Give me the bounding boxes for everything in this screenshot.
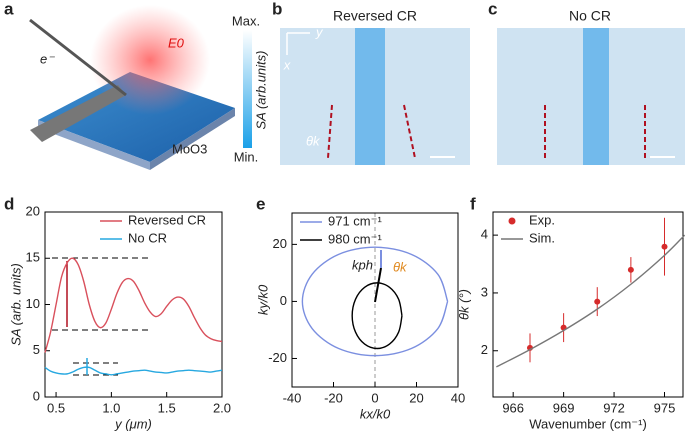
colorbar-max: Max. [232,13,260,28]
series-line [301,246,449,357]
legend-label: Sim. [529,230,555,245]
x-tick-label: 20 [409,390,423,405]
y-tick-label: 10 [26,296,40,311]
x-tick-label: 975 [654,400,676,415]
substrate-label: MoO3 [172,141,207,156]
y-tick-label: 0 [280,293,287,308]
x-axis-label: kx/k0 [360,406,391,421]
y-tick-label: 15 [26,250,40,265]
series-line [44,366,223,376]
panel-title: Reversed CR [333,8,417,24]
legend-label: Reversed CR [128,212,206,227]
k-arrow [374,267,382,303]
y-axis-label: SA (arb. units) [8,263,23,346]
legend-label: No CR [128,230,167,245]
x-tick-label: 40 [451,390,465,405]
flake [583,28,609,165]
y-tick-label: 0 [33,388,40,403]
panel-label: a [4,0,14,18]
x-tick-label: 2.0 [213,400,231,415]
x-tick-label: 0 [371,390,378,405]
series-line [351,282,403,350]
axis-x: x [283,57,291,72]
x-tick-label: 1.0 [102,400,120,415]
legend-label: Exp. [529,212,555,227]
tip [30,85,126,142]
base-label: SiO2 [175,159,195,169]
y-axis-label: θk (°) [456,289,471,320]
x-tick-label: -20 [324,390,343,405]
y-tick-label: 20 [273,236,287,251]
plot-frame [492,211,684,398]
legend-label: 971 cm⁻¹ [328,213,382,228]
x-tick-label: 969 [553,400,575,415]
axis-y: y [315,24,324,39]
x-tick-label: -40 [283,390,302,405]
colorbar [243,30,252,148]
x-axis-label: y (μm) [114,416,152,431]
x-tick-label: 972 [603,400,625,415]
panel-label: b [272,0,282,18]
annotation: kph [352,257,373,272]
field-label: E0 [168,35,185,50]
y-tick-label: 20 [26,203,40,218]
x-tick-label: 966 [502,400,524,415]
substrate-edge [38,120,150,170]
colorbar-min: Min. [234,149,259,164]
tip-shaft [29,18,127,97]
arrow [403,104,416,159]
panel-label: d [4,194,14,213]
x-axis-label: Wavenumber (cm⁻¹) [529,416,647,431]
legend-swatch [508,217,516,225]
x-tick-label: 1.5 [158,400,176,415]
panel-label: f [470,194,476,213]
x-tick-label: 0.5 [47,400,65,415]
y-tick-label: 5 [33,342,40,357]
legend-label: 980 cm⁻¹ [328,231,382,246]
panel-label: e [256,194,265,213]
y-tick-label: 4 [481,227,488,242]
y-axis-label: ky/k0 [255,284,270,315]
y-tick-label: 2 [481,342,488,357]
substrate-edge [150,108,235,170]
data-point [661,243,668,250]
electron-label: e⁻ [40,51,55,66]
series-line [496,234,685,368]
y-tick-label: 3 [481,284,488,299]
data-point [627,266,634,273]
arrow [327,104,333,159]
annotation-lines [52,257,152,376]
series-line [44,257,223,353]
panel-label: c [488,0,497,18]
panel-title: No CR [569,8,611,24]
colorbar-label: SA (arb.units) [253,51,268,130]
data-point [594,298,601,305]
y-tick-label: -20 [268,350,287,365]
annotation: θk [393,259,408,274]
angle-label: θk [306,133,321,148]
flake [355,28,385,165]
